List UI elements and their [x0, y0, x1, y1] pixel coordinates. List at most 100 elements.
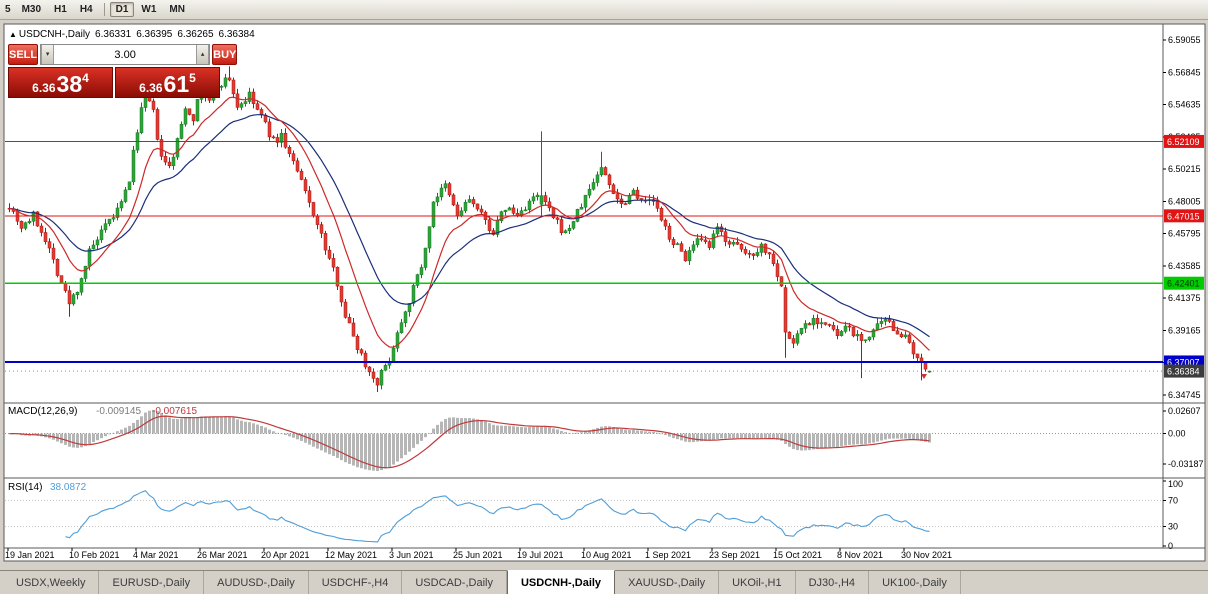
- svg-text:6.47015: 6.47015: [1167, 211, 1200, 221]
- current-price-tag: 6.36384: [1164, 364, 1204, 378]
- volume-decrease-button[interactable]: ▾: [41, 45, 55, 64]
- buy-price-pips: 61: [163, 71, 190, 98]
- volume-input[interactable]: [54, 45, 197, 64]
- timeframe-toolbar: 5 M30 H1 H4 D1 W1 MN: [0, 0, 1208, 20]
- svg-text:30: 30: [1168, 522, 1178, 532]
- svg-text:20 Apr 2021: 20 Apr 2021: [261, 550, 310, 560]
- svg-text:30 Nov 2021: 30 Nov 2021: [901, 550, 952, 560]
- macd-main-value: -0.009145: [96, 406, 141, 417]
- svg-text:6.34745: 6.34745: [1168, 390, 1201, 400]
- timeframe-button-mn[interactable]: MN: [163, 2, 191, 17]
- timeframe-button-w1[interactable]: W1: [135, 2, 162, 17]
- svg-text:6.42401: 6.42401: [1167, 279, 1200, 289]
- svg-text:19 Jan 2021: 19 Jan 2021: [5, 550, 55, 560]
- moving-averages: [9, 96, 930, 351]
- svg-text:23 Sep 2021: 23 Sep 2021: [709, 550, 760, 560]
- timeframe-button-m30[interactable]: M30: [16, 2, 47, 17]
- ma-slow-line: [9, 114, 930, 338]
- level-price-tag: 6.52109: [1164, 134, 1204, 148]
- rsi-panel: RSI(14) 38.0872 100 70 30 0: [5, 479, 1183, 551]
- svg-text:-0.03187: -0.03187: [1168, 459, 1204, 469]
- bar-direction-icon: ▲: [9, 30, 17, 39]
- svg-text:0: 0: [1168, 541, 1173, 551]
- svg-text:70: 70: [1168, 496, 1178, 506]
- timeframe-button-h4[interactable]: H4: [74, 2, 99, 17]
- svg-text:6.52109: 6.52109: [1167, 137, 1200, 147]
- svg-text:6.37007: 6.37007: [1167, 357, 1200, 367]
- buy-price-prefix: 6.36: [139, 81, 163, 95]
- svg-text:4 Mar 2021: 4 Mar 2021: [133, 550, 179, 560]
- tab-ukoil-h1[interactable]: UKOil-,H1: [719, 571, 796, 594]
- rsi-value: 38.0872: [50, 482, 87, 493]
- svg-text:10 Feb 2021: 10 Feb 2021: [69, 550, 120, 560]
- svg-text:6.50215: 6.50215: [1168, 164, 1201, 174]
- timeframe-button-d1[interactable]: D1: [109, 2, 135, 17]
- level-price-tag: 6.47015: [1164, 209, 1204, 223]
- buy-price-point: 5: [189, 71, 196, 85]
- ohlc-high: 6.36395: [136, 29, 173, 40]
- tab-eurusd-daily[interactable]: EURUSD-,Daily: [99, 571, 205, 594]
- svg-text:19 Jul 2021: 19 Jul 2021: [517, 550, 564, 560]
- svg-text:26 Mar 2021: 26 Mar 2021: [197, 550, 248, 560]
- tab-usdx-weekly[interactable]: USDX,Weekly: [3, 571, 100, 594]
- rsi-title: RSI(14): [8, 482, 42, 493]
- tab-dj30-h4[interactable]: DJ30-,H4: [796, 571, 870, 594]
- svg-text:10 Aug 2021: 10 Aug 2021: [581, 550, 632, 560]
- sell-price-display[interactable]: 6.36 38 4: [8, 67, 113, 98]
- tab-usdcad-daily[interactable]: USDCAD-,Daily: [402, 571, 507, 594]
- svg-text:25 Jun 2021: 25 Jun 2021: [453, 550, 503, 560]
- toolbar-separator: [103, 3, 105, 16]
- tab-uk100-daily[interactable]: UK100-,Daily: [869, 571, 961, 594]
- buy-price-display[interactable]: 6.36 61 5: [115, 67, 220, 98]
- svg-text:0.02607: 0.02607: [1168, 406, 1201, 416]
- svg-text:6.43585: 6.43585: [1168, 261, 1201, 271]
- svg-text:6.36384: 6.36384: [1167, 367, 1200, 377]
- tab-usdchf-h4[interactable]: USDCHF-,H4: [309, 571, 403, 594]
- level-price-tag: 6.42401: [1164, 276, 1204, 290]
- ohlc-close: 6.36384: [218, 29, 255, 40]
- sell-button[interactable]: SELL: [8, 44, 39, 65]
- svg-text:6.41375: 6.41375: [1168, 293, 1201, 303]
- tab-audusd-daily[interactable]: AUDUSD-,Daily: [204, 571, 309, 594]
- bid-line: [5, 370, 1163, 379]
- rsi-line: [65, 490, 930, 543]
- ohlc-open: 6.36331: [95, 29, 132, 40]
- volume-increase-button[interactable]: ▴: [196, 45, 210, 64]
- svg-text:1 Sep 2021: 1 Sep 2021: [645, 550, 691, 560]
- chart-symbol-label: USDCNH-,Daily: [18, 29, 91, 40]
- svg-text:8 Nov 2021: 8 Nov 2021: [837, 550, 883, 560]
- macd-title: MACD(12,26,9): [8, 406, 77, 417]
- svg-text:6.39165: 6.39165: [1168, 325, 1201, 335]
- timeframe-button-5[interactable]: 5: [1, 2, 15, 17]
- svg-text:6.45795: 6.45795: [1168, 229, 1201, 239]
- svg-text:3 Jun 2021: 3 Jun 2021: [389, 550, 434, 560]
- macd-panel: MACD(12,26,9) -0.009145 -0.007615 0.02607 0.…: [5, 406, 1204, 472]
- ohlc-low: 6.36265: [177, 29, 214, 40]
- svg-text:100: 100: [1168, 479, 1183, 489]
- sell-price-prefix: 6.36: [32, 81, 56, 95]
- chart-ohlc-header: ▲ USDCNH-,Daily 6.36331 6.36395 6.36265 6.363…: [9, 29, 260, 40]
- date-axis: 19 Jan 2021 10 Feb 2021 4 Mar 2021 26 Mar 2…: [5, 548, 952, 560]
- macd-signal-value: -0.007615: [152, 406, 197, 417]
- chart-tabs-bar: USDX,Weekly EURUSD-,Daily AUDUSD-,Daily USD…: [0, 570, 1208, 594]
- level-lines: [5, 140, 1163, 363]
- tab-xauusd-daily[interactable]: XAUUSD-,Daily: [615, 571, 720, 594]
- volume-control: ▾ ▴: [40, 44, 211, 65]
- macd-signal-line: [9, 415, 930, 469]
- svg-text:6.54635: 6.54635: [1168, 100, 1201, 110]
- svg-text:6.48005: 6.48005: [1168, 196, 1201, 206]
- one-click-trading-panel: SELL ▾ ▴ BUY 6.36 38 4 6.36 61 5: [8, 44, 238, 98]
- svg-text:15 Oct 2021: 15 Oct 2021: [773, 550, 822, 560]
- timeframe-button-h1[interactable]: H1: [48, 2, 73, 17]
- buy-button[interactable]: BUY: [212, 44, 238, 65]
- svg-text:6.59055: 6.59055: [1168, 35, 1201, 45]
- svg-text:6.56845: 6.56845: [1168, 67, 1201, 77]
- svg-text:0.00: 0.00: [1168, 429, 1186, 439]
- tab-usdcnh-daily[interactable]: USDCNH-,Daily: [506, 570, 616, 594]
- price-marker-arrow-icon: [921, 374, 927, 379]
- ma-fast-line: [9, 96, 930, 351]
- svg-text:12 May 2021: 12 May 2021: [325, 550, 377, 560]
- chart-frame: [3, 23, 1206, 562]
